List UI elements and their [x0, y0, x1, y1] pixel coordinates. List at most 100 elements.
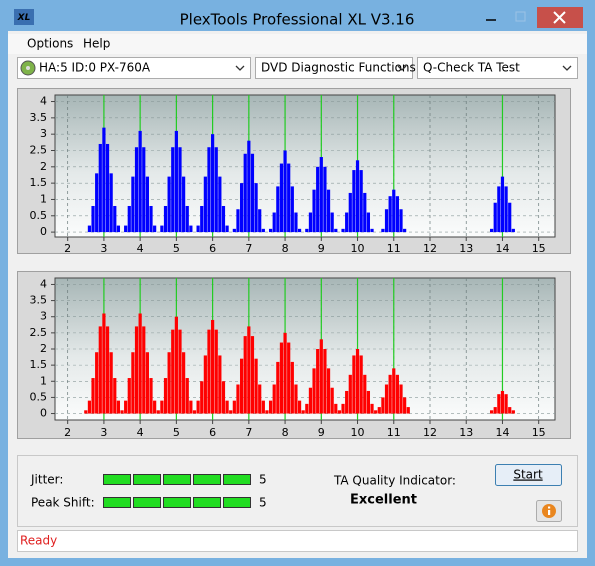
window-controls[interactable] — [486, 7, 583, 28]
bar — [149, 205, 153, 233]
bar — [182, 176, 186, 233]
bar — [352, 170, 356, 233]
bar — [348, 192, 352, 233]
bar — [359, 355, 363, 414]
meter-segment — [103, 497, 131, 508]
bar — [287, 342, 291, 414]
bar — [297, 228, 302, 233]
bar — [345, 390, 349, 414]
dropdown-arrow — [235, 65, 245, 71]
bar — [268, 400, 273, 414]
bar — [395, 196, 399, 233]
bar — [160, 225, 164, 233]
function-select[interactable]: DVD Diagnostic Functions — [255, 57, 416, 79]
bar — [345, 212, 349, 233]
bar — [239, 183, 244, 233]
drive-select[interactable]: HA:5 ID:0 PX-760A — [17, 57, 251, 79]
bar — [127, 378, 131, 414]
jitter-label: Jitter: — [30, 473, 63, 487]
bar — [113, 378, 117, 414]
bar — [366, 390, 371, 414]
bar — [229, 410, 233, 414]
bar — [243, 336, 247, 414]
bar — [131, 176, 135, 233]
bar — [232, 228, 236, 233]
dropdown-arrow — [562, 65, 572, 71]
y-tick-label: 1.5 — [30, 358, 48, 371]
bar — [489, 228, 494, 233]
bar — [124, 400, 128, 414]
bar — [504, 186, 508, 233]
x-tick-label: 13 — [459, 242, 473, 255]
bar — [323, 166, 327, 233]
bar — [250, 336, 255, 414]
dropdown-text: HA:5 ID:0 PX-760A — [39, 61, 151, 75]
bar — [283, 150, 287, 233]
bar — [178, 329, 182, 414]
dropdown[interactable] — [255, 57, 413, 79]
start-button[interactable]: Start — [495, 464, 562, 486]
x-tick-label: 11 — [387, 426, 401, 439]
bar — [294, 212, 298, 233]
bar — [192, 410, 197, 414]
bar — [355, 160, 360, 233]
bar — [294, 384, 298, 414]
y-tick-label: 1 — [40, 192, 47, 205]
bar — [355, 349, 360, 414]
bar — [109, 173, 113, 233]
bar — [388, 374, 392, 414]
bar — [497, 186, 501, 233]
x-tick-label: 9 — [318, 242, 325, 255]
info-icon-dot — [548, 506, 551, 509]
x-tick-label: 6 — [209, 242, 216, 255]
bar — [203, 176, 207, 233]
peak-shift-meter — [103, 497, 251, 508]
bar — [138, 130, 142, 233]
bar — [312, 368, 316, 414]
bar — [326, 368, 331, 414]
bar — [363, 192, 367, 233]
bar — [301, 410, 305, 414]
bar — [370, 228, 374, 233]
menu-item[interactable]: Options — [27, 37, 73, 51]
x-tick-label: 2 — [64, 242, 71, 255]
dropdown[interactable] — [17, 57, 251, 79]
button[interactable] — [495, 464, 562, 486]
bar — [359, 170, 363, 233]
bar — [95, 352, 99, 414]
x-tick-label: 12 — [423, 242, 437, 255]
bar — [200, 205, 204, 233]
test-select[interactable]: Q-Check TA Test — [417, 57, 578, 79]
meter-segment — [133, 497, 161, 508]
bar — [326, 189, 331, 233]
bar — [211, 319, 215, 414]
maximize-button[interactable] — [515, 11, 526, 22]
bar — [127, 205, 131, 233]
bar — [185, 205, 189, 233]
info-button[interactable] — [536, 500, 562, 522]
jitter-value: 5 — [259, 473, 267, 487]
y-tick-label: 2.5 — [30, 143, 48, 156]
meter-segment — [193, 497, 221, 508]
app-icon — [14, 9, 34, 25]
dropdown[interactable] — [417, 57, 578, 79]
bar — [200, 381, 204, 414]
bar — [105, 143, 110, 233]
bar — [102, 127, 106, 233]
x-tick-label: 10 — [351, 426, 365, 439]
bar — [279, 342, 284, 414]
menu-item[interactable]: Help — [83, 37, 110, 51]
peak-shift-value: 5 — [259, 496, 267, 510]
bar — [171, 147, 175, 233]
bar — [337, 410, 342, 414]
y-tick-label: 3 — [40, 127, 47, 140]
bar — [254, 358, 258, 414]
bar — [258, 384, 262, 414]
bar — [287, 163, 291, 233]
bar — [91, 205, 95, 233]
bar — [319, 157, 323, 233]
bar — [185, 378, 189, 414]
bar — [330, 212, 334, 233]
bar — [218, 176, 222, 233]
